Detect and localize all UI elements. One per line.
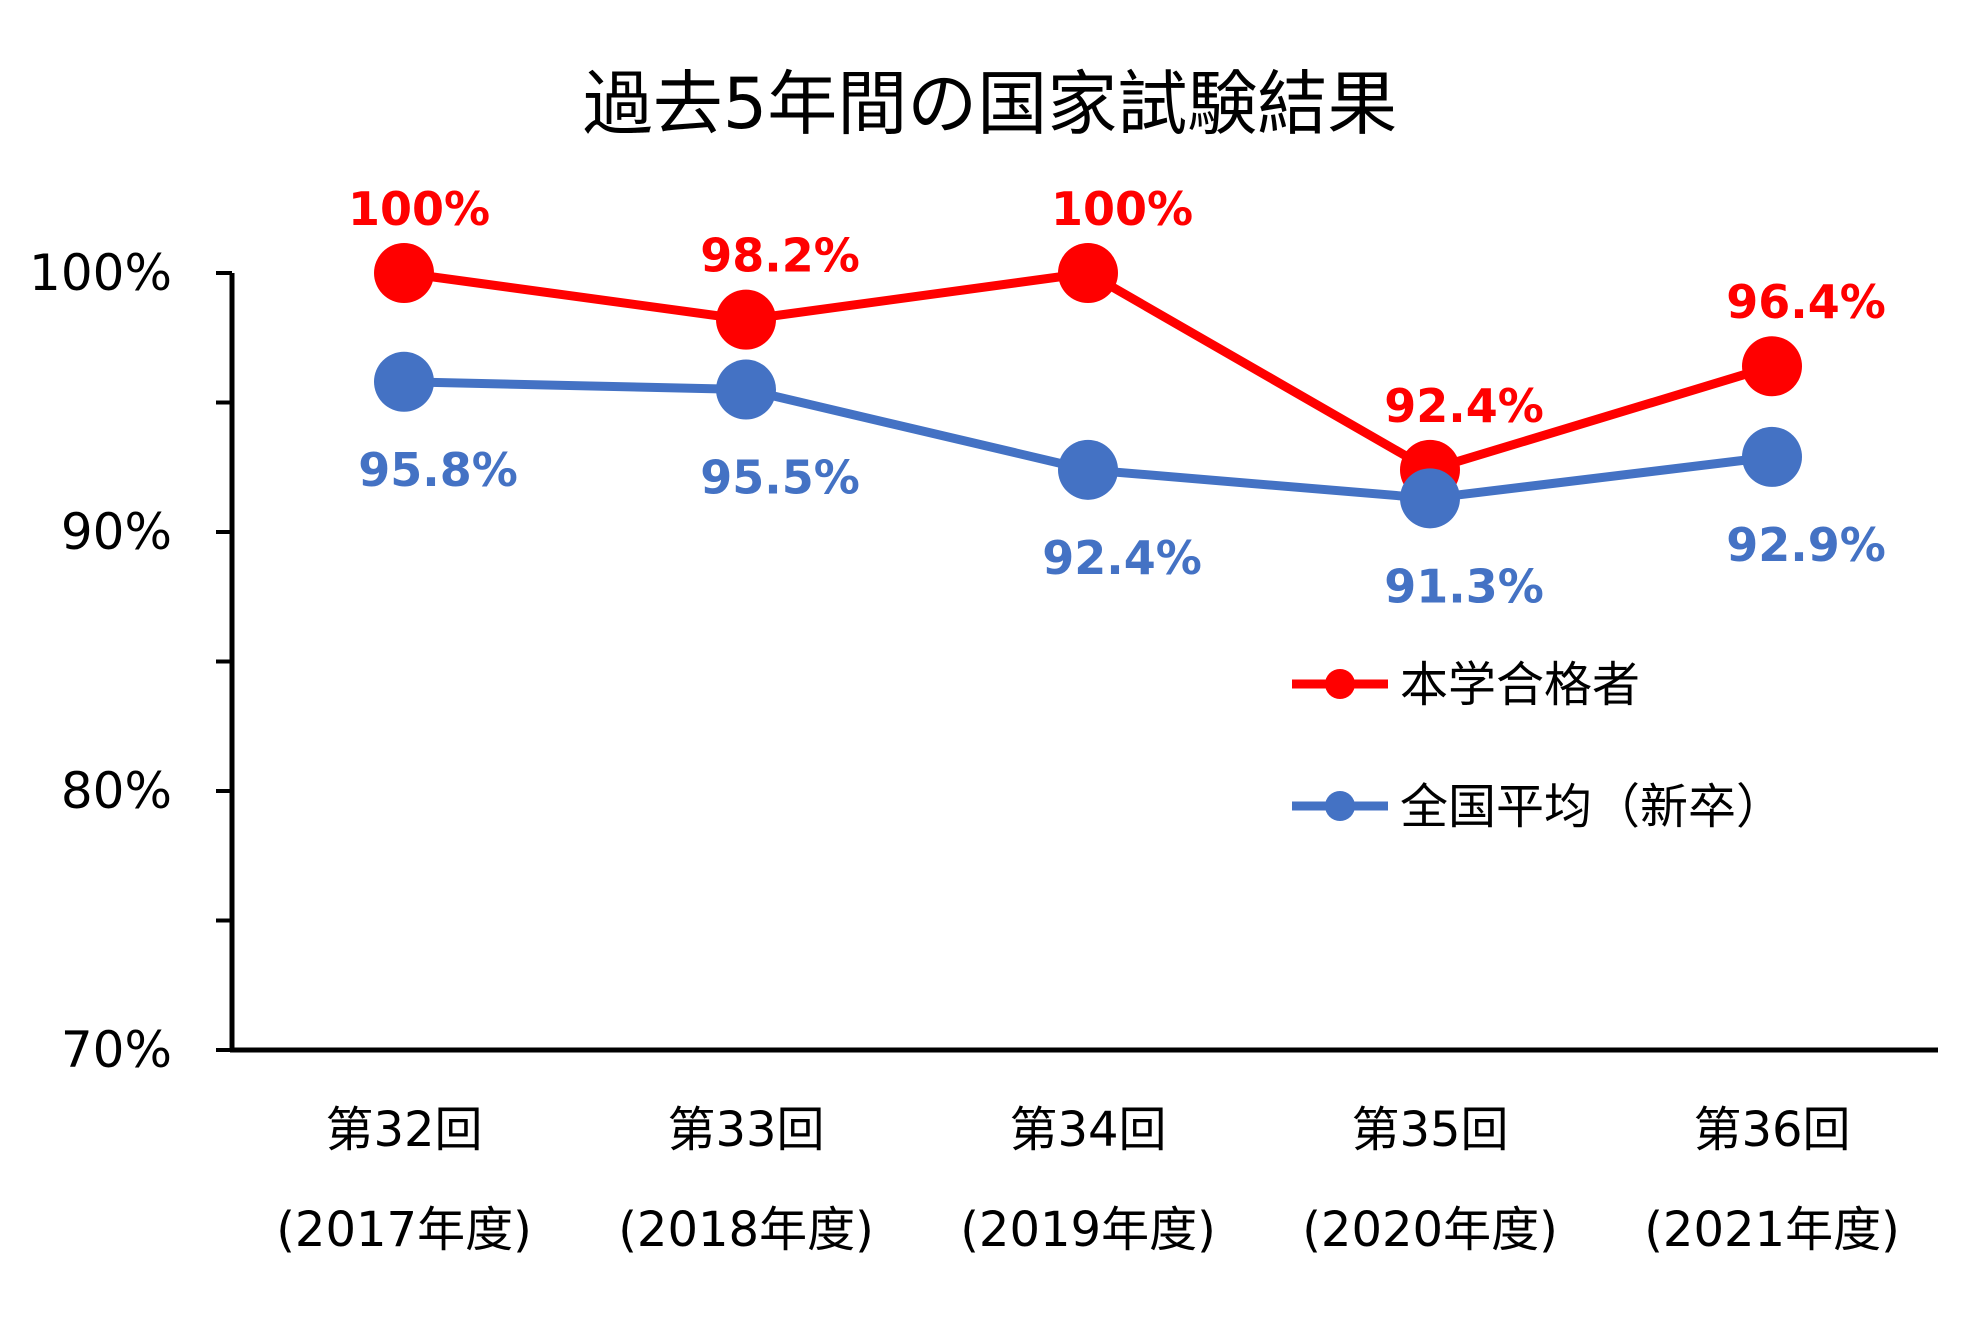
x-tick-label: 第32回 <box>325 1102 482 1158</box>
data-labels: 100% 98.2% 100% 92.4% 96.4% 95.8% 95.5% 92.4% 91… <box>348 182 1886 613</box>
series-layer <box>374 243 1802 529</box>
data-point <box>1058 243 1118 303</box>
y-tick-label: 70% <box>61 1021 172 1079</box>
y-tick-label: 100% <box>29 244 172 302</box>
data-point <box>374 243 434 303</box>
data-point <box>1742 336 1802 397</box>
data-label: 96.4% <box>1726 275 1886 329</box>
x-tick-label: 第36回 <box>1693 1102 1850 1158</box>
data-point <box>1742 426 1802 487</box>
chart-title: 過去5年間の国家試験結果 <box>583 63 1398 145</box>
data-point <box>1058 439 1118 500</box>
x-tick-sublabel: (2019年度) <box>960 1202 1216 1258</box>
legend-label: 本学合格者 <box>1400 657 1640 713</box>
data-label: 92.9% <box>1726 518 1886 572</box>
data-label: 91.3% <box>1384 559 1544 613</box>
x-tick-sublabel: (2020年度) <box>1302 1202 1558 1258</box>
data-point <box>716 359 776 420</box>
axes: 70% 80% 90% 100% 第32回 (2017年度) 第33回 (2018年度) 第34… <box>29 244 1938 1258</box>
data-label: 95.8% <box>358 443 518 497</box>
x-tick-sublabel: (2018年度) <box>618 1202 874 1258</box>
data-label: 92.4% <box>1042 531 1202 585</box>
legend-marker <box>1325 791 1355 821</box>
data-label: 100% <box>348 182 490 236</box>
y-tick-label: 90% <box>61 503 172 561</box>
legend-label: 全国平均（新卒） <box>1400 779 1784 835</box>
legend-marker <box>1325 669 1355 699</box>
x-tick-label: 第35回 <box>1351 1102 1508 1158</box>
y-tick-label: 80% <box>61 762 172 820</box>
data-point <box>716 289 776 350</box>
x-tick-label: 第33回 <box>667 1102 824 1158</box>
data-label: 100% <box>1051 182 1193 236</box>
x-tick-label: 第34回 <box>1009 1102 1166 1158</box>
data-label: 92.4% <box>1384 379 1544 433</box>
x-tick-sublabel: (2021年度) <box>1644 1202 1900 1258</box>
data-label: 98.2% <box>700 229 860 283</box>
data-label: 95.5% <box>700 451 860 505</box>
data-point <box>1400 468 1460 529</box>
x-tick-sublabel: (2017年度) <box>276 1202 532 1258</box>
data-point <box>374 351 434 412</box>
